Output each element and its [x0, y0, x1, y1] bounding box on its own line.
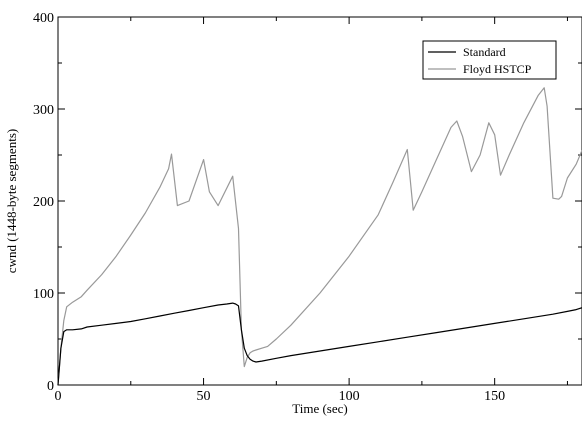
y-tick-label: 0 — [47, 379, 54, 394]
y-tick-label: 400 — [33, 11, 54, 26]
y-tick-label: 100 — [33, 287, 54, 302]
y-axis-label: cwnd (1448-byte segments) — [4, 129, 19, 273]
x-tick-label: 50 — [197, 389, 211, 404]
legend-label-standard: Standard — [463, 45, 506, 59]
x-tick-label: 150 — [484, 389, 505, 404]
legend-box — [422, 40, 557, 80]
series-layer — [57, 87, 582, 386]
legend: Standard Floyd HSTCP — [422, 40, 557, 80]
y-tick-label: 200 — [33, 195, 54, 210]
legend-label-floyd-hstcp: Floyd HSTCP — [463, 62, 532, 76]
ticks-layer: 0 50 100 150 0 100 200 300 400 — [33, 11, 582, 404]
x-tick-label: 0 — [55, 389, 62, 404]
y-tick-label: 300 — [33, 103, 54, 118]
series-line-standard — [57, 302, 582, 386]
x-tick-label: 100 — [339, 389, 360, 404]
x-axis-label: Time (sec) — [292, 401, 348, 416]
series-line-floyd-hstcp — [57, 87, 582, 386]
